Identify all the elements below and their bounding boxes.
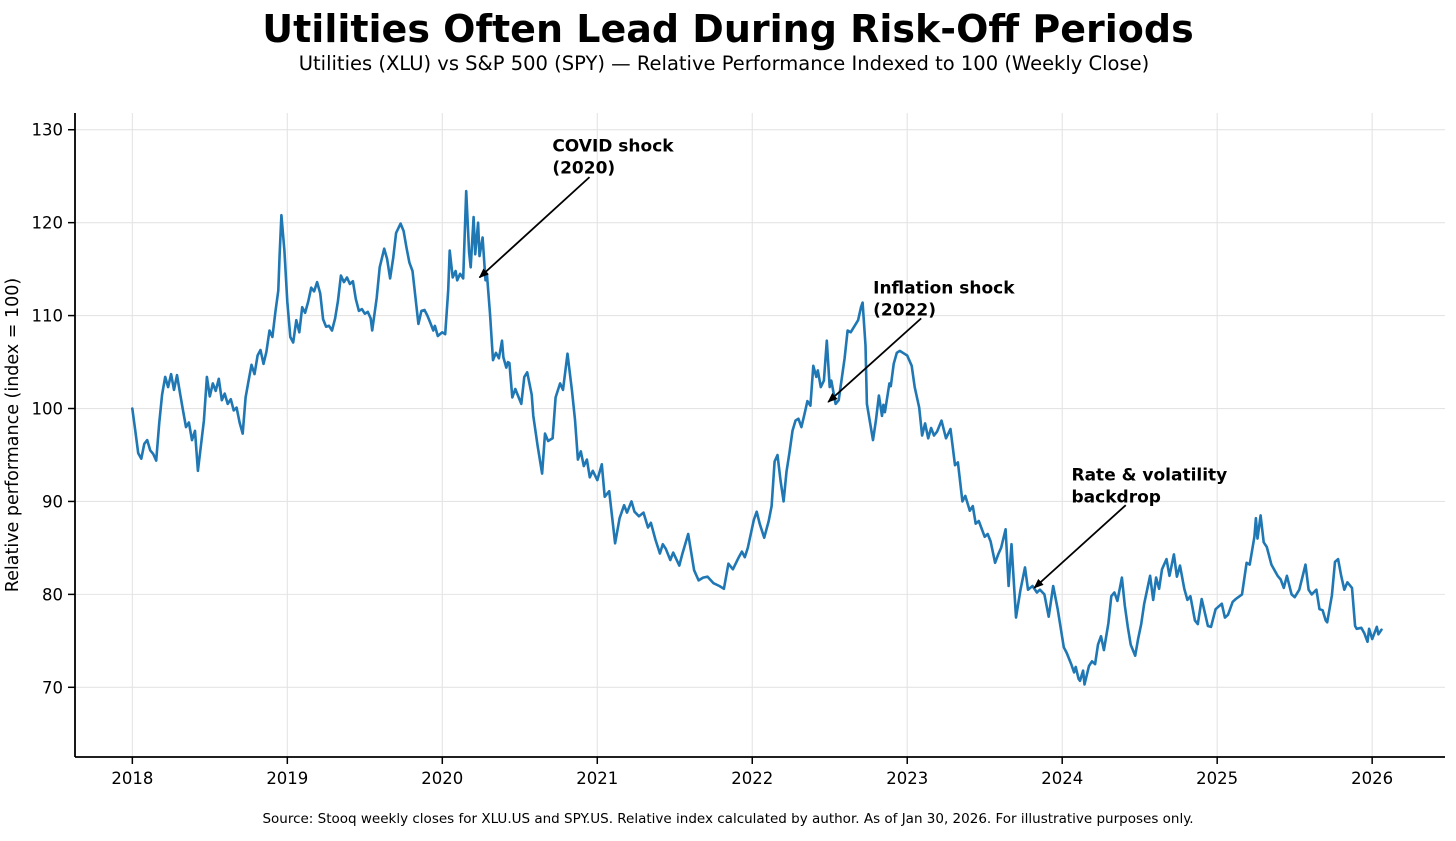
source-note: Source: Stooq weekly closes for XLU.US a… [262,811,1193,827]
chart-subtitle: Utilities (XLU) vs S&P 500 (SPY) — Relat… [299,52,1150,75]
x-tick-label: 2020 [421,769,463,788]
y-tick-label: 130 [32,121,64,140]
x-tick-label: 2023 [886,769,928,788]
y-tick-label: 70 [42,678,63,697]
annotation-arrow [827,317,922,403]
y-tick-label: 80 [42,585,63,604]
annotation-arrow [478,176,591,279]
y-tick-label: 90 [42,492,63,511]
series-line-xlu-vs-spy [131,189,1383,686]
annotation-text: (2020) [552,158,615,178]
y-tick-label: 110 [32,307,64,326]
axes: 70 80 90 100 110 120 130 2018 2019 2020 2021 2022 20… [32,113,1445,788]
x-tick-label: 2019 [266,769,308,788]
y-tick-label: 100 [32,400,64,419]
x-tick-label: 2022 [731,769,773,788]
annotation-layer: COVID shock(2020)Inflation shock(2022)Ra… [478,136,1228,589]
annotation-text: Inflation shock [873,278,1015,298]
x-tick-label: 2024 [1041,769,1083,788]
chart-title: Utilities Often Lead During Risk-Off Per… [262,7,1193,51]
x-tick-label: 2018 [111,769,153,788]
gridlines [75,113,1445,757]
y-axis-label: Relative performance (index = 100) [3,278,23,593]
annotation-text: backdrop [1072,487,1161,507]
annotation-text: (2022) [873,300,936,320]
y-tick-label: 120 [32,214,64,233]
annotation-text: Rate & volatility [1072,465,1228,485]
annotation-inflation-shock: Inflation shock(2022) [827,278,1015,403]
x-tick-label: 2025 [1196,769,1238,788]
x-tick-label: 2021 [576,769,618,788]
annotation-arrow [1033,504,1127,589]
x-tick-label: 2026 [1351,769,1393,788]
annotation-covid-shock: COVID shock(2020) [478,136,674,279]
annotation-text: COVID shock [552,136,674,156]
